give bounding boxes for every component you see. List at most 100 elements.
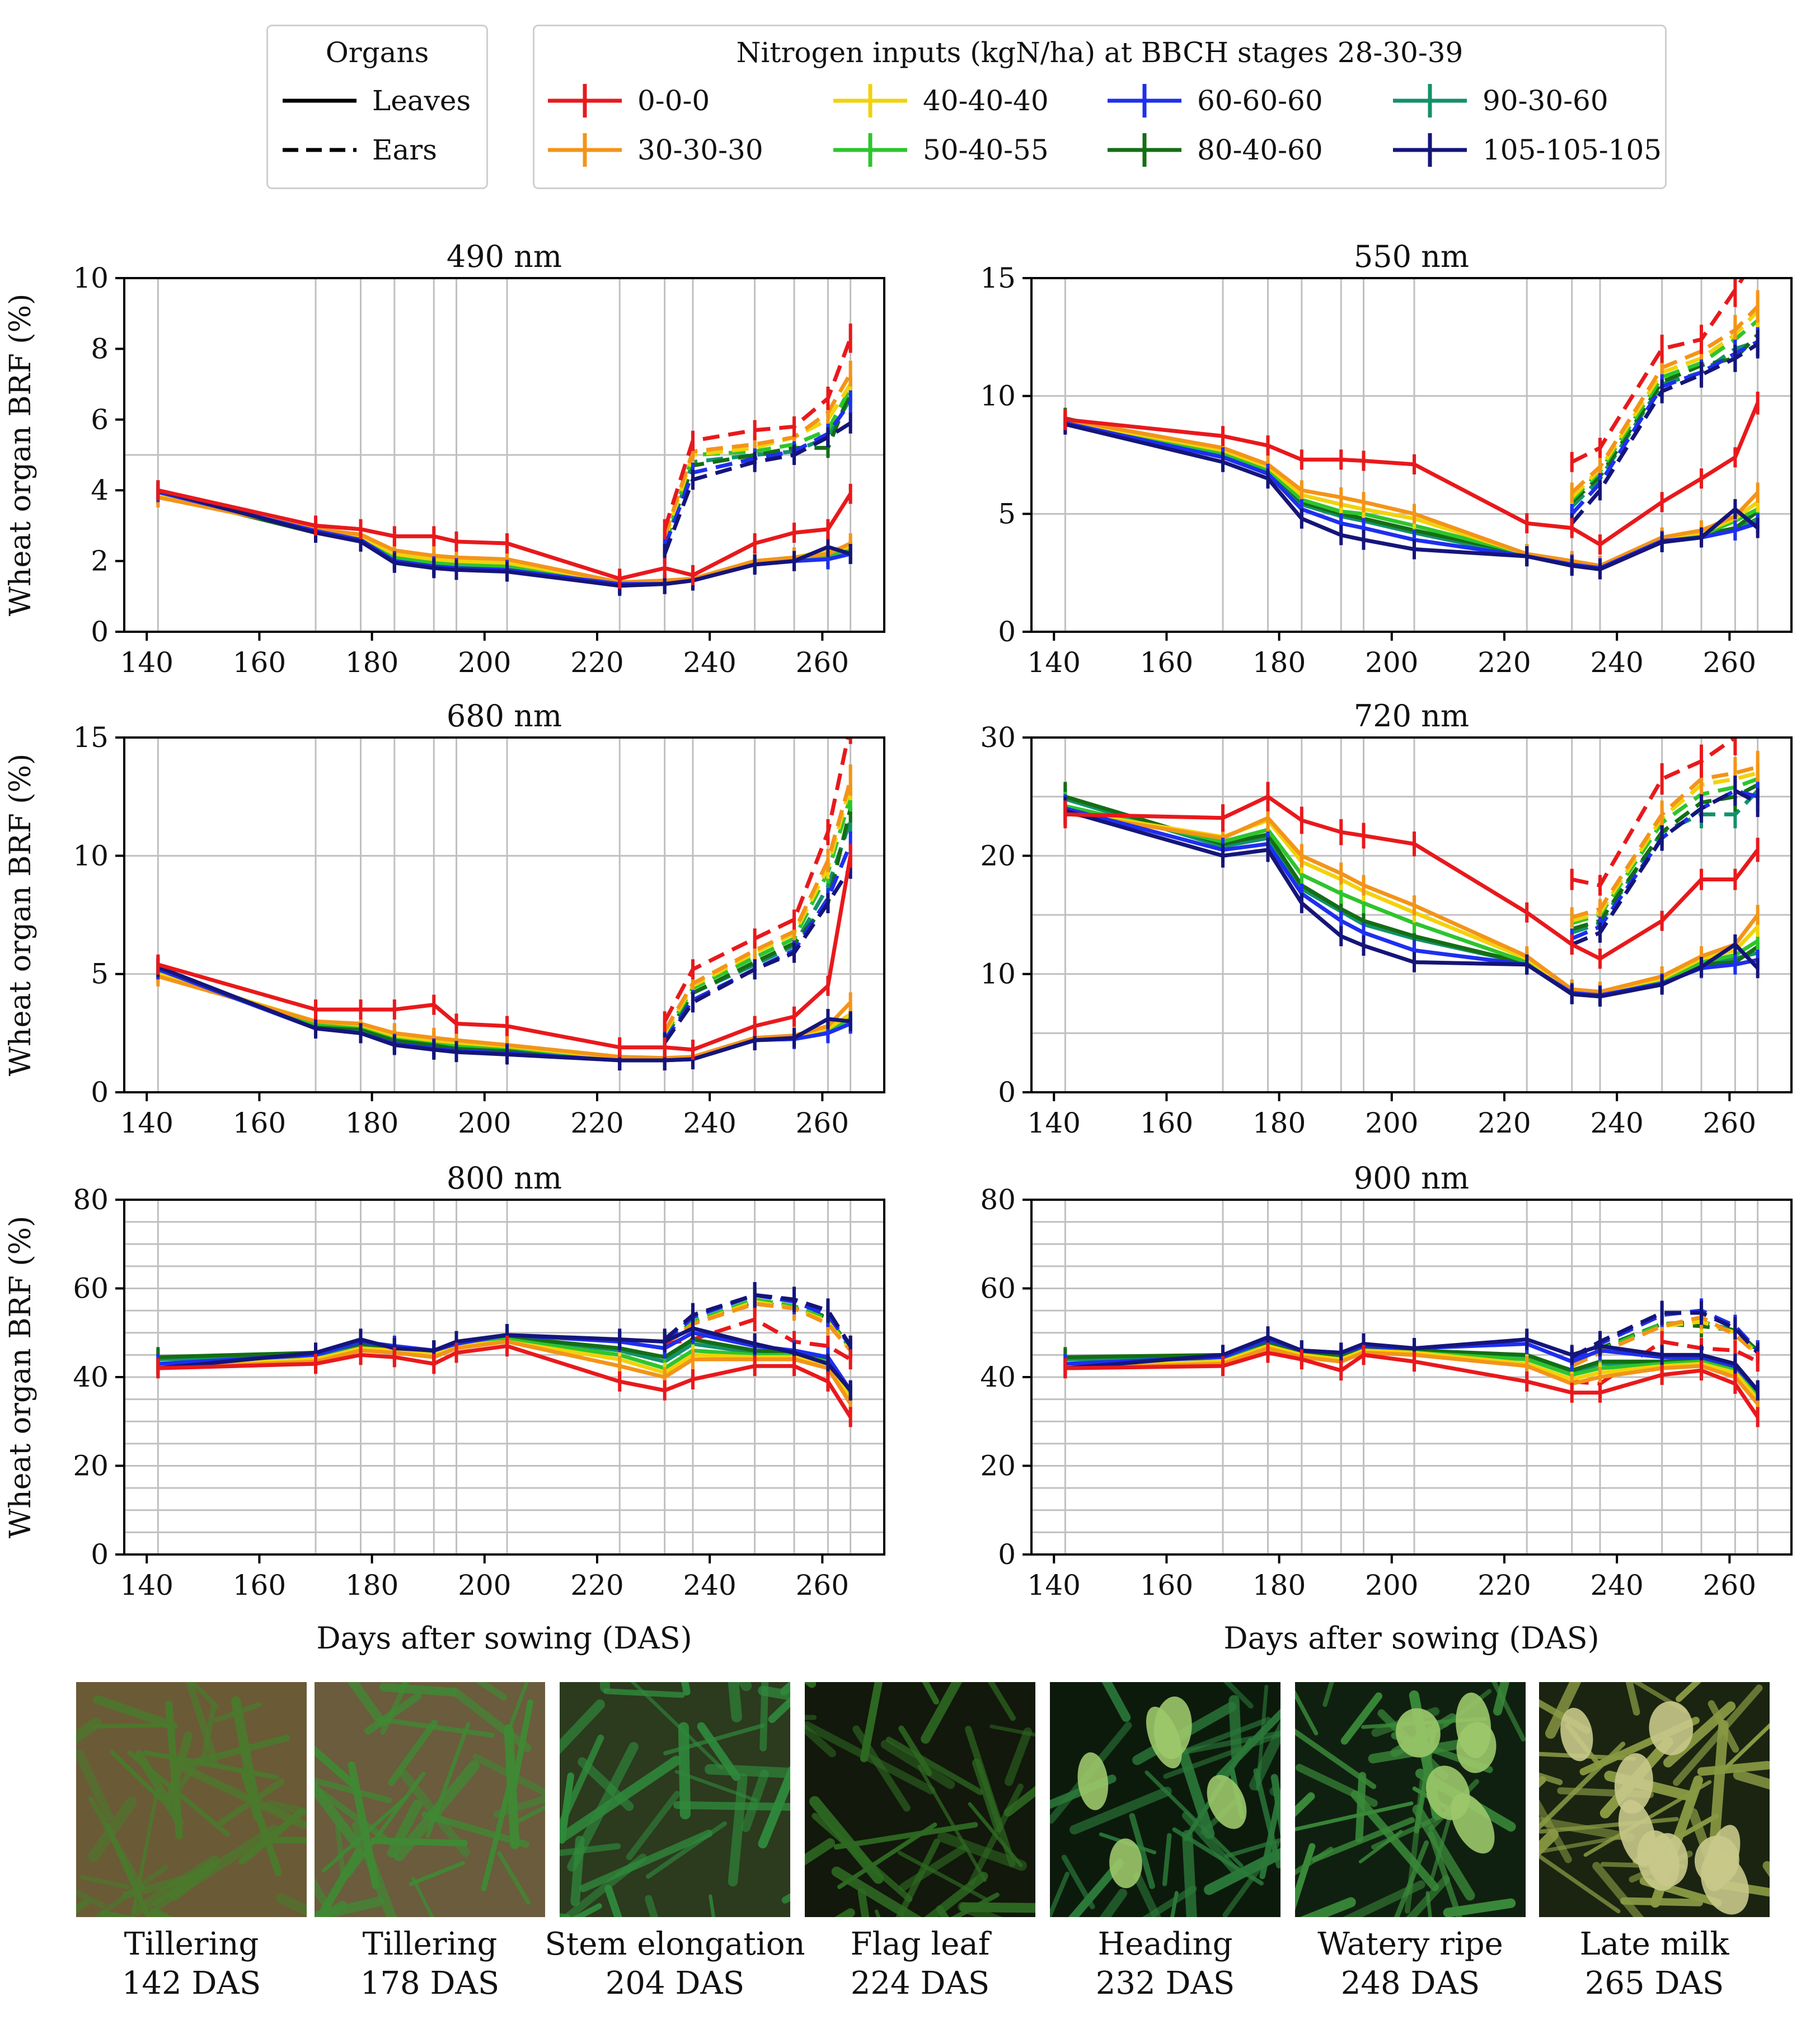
plot-frame [123, 277, 885, 633]
y-tick-label: 15 [73, 721, 109, 754]
y-tick-label: 4 [91, 474, 109, 506]
leaves-line-0-0-0 [157, 488, 852, 581]
x-tick-label: 260 [796, 1569, 849, 1601]
series-group [156, 1282, 852, 1427]
x-tick-label: 200 [1365, 646, 1418, 679]
x-tick-label: 160 [233, 1569, 286, 1601]
y-axis-label: Wheat organ BRF (%) [4, 754, 37, 1077]
y-tick-label: 80 [73, 1183, 109, 1216]
ears-line-105-105-105 [663, 1293, 852, 1347]
wheat-canopy-image [1539, 1682, 1770, 1917]
subplot-4: 140 160 180 200 220 240 260 0 10 20 30 720 nm [980, 698, 1793, 1139]
leaves-line-40-40-40 [1065, 1344, 1760, 1401]
caption-das: 232 DAS [1095, 1965, 1235, 2002]
subplot-6: 140 160 180 200 220 240 260 0 20 40 60 80 900 nm Days… [980, 1161, 1793, 1656]
ears-line-0-0-0 [1572, 1340, 1759, 1386]
y-tick-label: 20 [73, 1450, 109, 1482]
ears-line-105-105-105 [1570, 1311, 1760, 1359]
caption-stage: Heading [1097, 1926, 1233, 1962]
ears-line-40-40-40 [663, 383, 852, 541]
ears-line-30-30-30 [663, 372, 852, 537]
growth-stage-photo [1295, 1682, 1526, 1917]
growth-stage-photo [560, 1682, 790, 1917]
x-tick-label: 260 [796, 1107, 849, 1139]
nitrogen-legend-item: 50-40-55 [831, 130, 1049, 170]
ears-line-40-40-40 [663, 784, 853, 1035]
leaves-line-50-40-55 [1064, 420, 1759, 569]
leaves-line-40-40-40 [158, 1340, 852, 1401]
nitrogen-legend-label: 0-0-0 [637, 84, 710, 117]
series-group [1063, 1298, 1760, 1427]
nitrogen-legend-label: 60-60-60 [1197, 84, 1323, 117]
y-axis-label: Wheat organ BRF (%) [4, 294, 37, 617]
ears-line-105-105-105 [1571, 788, 1759, 947]
x-tick-label: 200 [1365, 1107, 1418, 1139]
photo-caption: Watery ripe 248 DAS [1279, 1925, 1542, 2003]
nitrogen-legend-item: 105-105-105 [1391, 130, 1662, 170]
x-tick-label: 220 [570, 1569, 623, 1601]
x-tick-label: 220 [1477, 646, 1531, 679]
leaves-line-40-40-40 [1064, 809, 1760, 994]
y-tick-label: 8 [91, 332, 109, 365]
y-tick-label: 40 [73, 1361, 109, 1393]
series-group [156, 323, 852, 596]
leaves-line-105-105-105 [1064, 809, 1760, 999]
caption-stage: Tillering [362, 1926, 498, 1962]
x-tick-label: 200 [458, 1107, 511, 1139]
errorbar-line-swatch [1393, 133, 1467, 167]
growth-stage-photo [315, 1682, 545, 1917]
y-tick-label: 2 [91, 545, 109, 577]
y-tick-label: 60 [980, 1272, 1016, 1305]
plot-frame [1030, 736, 1793, 1093]
caption-das: 178 DAS [360, 1965, 500, 2002]
leaves-line-30-30-30 [157, 495, 852, 585]
organs-legend-leaves: Leaves [280, 81, 471, 120]
series-group [156, 738, 853, 1070]
y-tick-label: 0 [998, 1076, 1016, 1109]
leaves-line-0-0-0 [158, 1344, 852, 1419]
ears-line-60-60-60 [1570, 340, 1759, 515]
nitrogen-legend-item: 60-60-60 [1105, 81, 1323, 120]
x-tick-label: 260 [796, 646, 849, 679]
nitrogen-legend-item: 90-30-60 [1391, 81, 1608, 120]
ears-line-105-105-105 [663, 866, 852, 1044]
x-tick-label: 200 [1365, 1569, 1418, 1601]
x-tick-label: 240 [1590, 1107, 1643, 1139]
y-axis-label: Wheat organ BRF (%) [4, 1216, 37, 1539]
organs-legend-title: Organs [325, 36, 429, 69]
x-tick-label: 260 [1703, 1107, 1756, 1139]
growth-stage-photo [1539, 1682, 1770, 1917]
x-tick-label: 220 [1477, 1107, 1531, 1139]
x-tick-label: 180 [345, 1107, 398, 1139]
leaves-line-0-0-0 [157, 855, 853, 1052]
ears-line-60-60-60 [663, 401, 852, 548]
x-tick-label: 240 [683, 1107, 736, 1139]
growth-stage-photo [1050, 1682, 1280, 1917]
subplot-title: 550 nm [1354, 239, 1469, 274]
subplot-5: 140 160 180 200 220 240 260 0 20 40 60 80 800 nm Whea… [4, 1161, 885, 1656]
leaves-line-30-30-30 [157, 974, 852, 1060]
photo-caption: Tillering 178 DAS [298, 1925, 561, 2003]
ears-line-0-0-0 [663, 337, 852, 530]
plot-frame [123, 736, 885, 1093]
y-tick-label: 0 [998, 616, 1016, 648]
ears-line-30-30-30 [1571, 765, 1758, 919]
subplot-title: 720 nm [1354, 698, 1469, 734]
y-tick-label: 0 [998, 1538, 1016, 1571]
leaves-line-0-0-0 [1065, 795, 1760, 961]
y-tick-label: 5 [998, 497, 1016, 530]
leaves-line-30-30-30 [1064, 417, 1760, 568]
y-tick-label: 10 [73, 262, 109, 294]
errorbar-line-swatch [548, 133, 622, 167]
nitrogen-legend-item: 80-40-60 [1105, 130, 1323, 170]
leaves-line-30-30-30 [158, 1340, 852, 1405]
errorbar-line-swatch [1108, 84, 1181, 118]
x-tick-label: 240 [1590, 1569, 1643, 1601]
ears-line-40-40-40 [1571, 771, 1758, 923]
leaves-line-0-0-0 [1064, 402, 1760, 547]
x-tick-label: 180 [345, 646, 398, 679]
y-tick-label: 30 [980, 721, 1016, 754]
organs-legend-ears: Ears [280, 130, 437, 170]
y-tick-label: 0 [91, 616, 109, 648]
errorbar-line-swatch [833, 84, 907, 118]
